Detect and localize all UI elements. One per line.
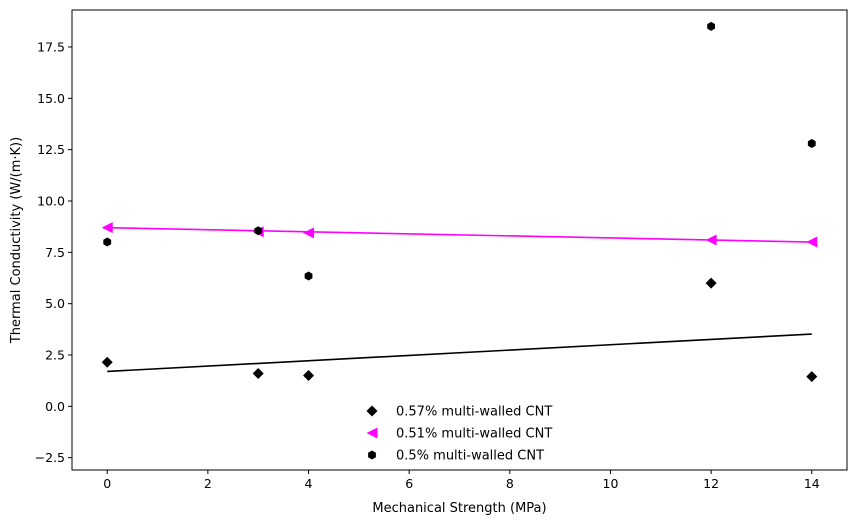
data-point-series-2	[707, 21, 716, 31]
y-tick-label: 12.5	[37, 142, 65, 157]
fit-lines	[107, 226, 812, 373]
y-tick-label: 2.5	[45, 348, 65, 363]
y-axis: −2.5 0.0 2.5 5.0 7.5 10.0 12.5 15.0 17.5	[35, 39, 72, 465]
y-tick-label: 10.0	[37, 193, 65, 208]
legend: 0.57% multi-walled CNT 0.51% multi-walled…	[366, 405, 552, 464]
data-point-series-2	[304, 271, 313, 281]
legend-marker-series-0	[366, 405, 378, 417]
x-tick-label: 6	[405, 476, 413, 491]
data-point-series-1	[303, 227, 315, 239]
data-point-series-0	[101, 356, 113, 368]
data-point-series-2	[254, 226, 263, 236]
data-point-series-1	[705, 234, 717, 246]
y-tick-label: 7.5	[45, 245, 65, 260]
data-point-series-2	[807, 138, 816, 148]
data-point-series-0	[303, 370, 315, 382]
data-points	[101, 21, 818, 383]
plot-frame	[71, 9, 848, 471]
legend-label: 0.5% multi-walled CNT	[396, 449, 544, 464]
x-tick-label: 10	[603, 476, 619, 491]
legend-label: 0.51% multi-walled CNT	[396, 427, 552, 442]
fit-line-series-1	[107, 226, 812, 243]
y-tick-label: 15.0	[37, 91, 65, 106]
x-tick-label: 14	[804, 476, 820, 491]
y-tick-label: −2.5	[35, 450, 65, 465]
x-axis: 0 2 4 6 8 10 12 14	[103, 470, 820, 491]
fit-line-series-0	[107, 333, 812, 373]
data-point-series-0	[252, 367, 264, 379]
legend-label: 0.57% multi-walled CNT	[396, 405, 552, 420]
data-point-series-2	[103, 237, 112, 247]
x-tick-label: 0	[103, 476, 111, 491]
x-tick-label: 8	[506, 476, 514, 491]
y-axis-label: Thermal Conductivity (W/(m·K))	[9, 137, 24, 344]
y-tick-label: 0.0	[45, 399, 65, 414]
data-point-series-0	[705, 277, 717, 289]
y-tick-label: 5.0	[45, 296, 65, 311]
data-point-series-1	[101, 222, 113, 234]
x-tick-label: 2	[204, 476, 212, 491]
legend-marker-series-1	[366, 427, 378, 439]
data-point-series-1	[806, 236, 818, 248]
x-axis-label: Mechanical Strength (MPa)	[372, 501, 546, 516]
legend-marker-series-2	[368, 450, 376, 460]
x-tick-label: 4	[305, 476, 313, 491]
x-tick-label: 12	[703, 476, 719, 491]
data-point-series-0	[806, 371, 818, 383]
y-tick-label: 17.5	[37, 39, 65, 54]
